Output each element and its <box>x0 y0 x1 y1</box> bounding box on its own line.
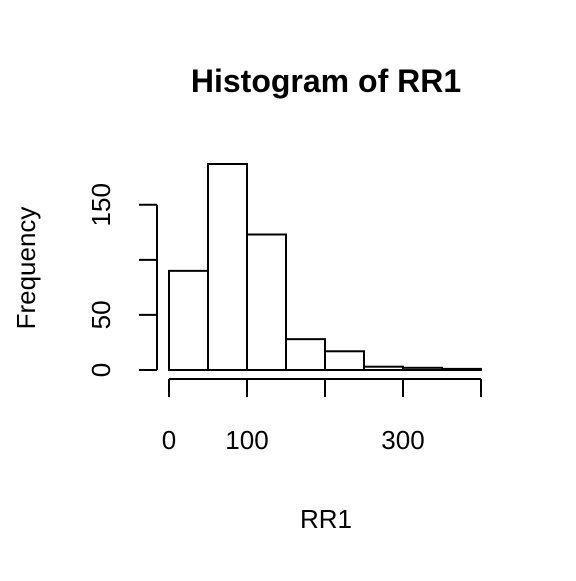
x-tick-label: 300 <box>381 425 424 455</box>
histogram-bar <box>208 164 247 370</box>
histogram-bar <box>325 351 364 370</box>
histogram-bar <box>247 235 286 370</box>
histogram-bar <box>286 339 325 370</box>
histogram-bar <box>403 368 442 370</box>
chart-title: Histogram of RR1 <box>191 63 461 99</box>
histogram-bar <box>364 367 403 370</box>
x-tick-label: 0 <box>162 425 176 455</box>
x-axis-label: RR1 <box>300 504 352 534</box>
y-tick-label: 50 <box>86 300 116 329</box>
histogram-bar <box>169 271 208 370</box>
x-tick-label: 100 <box>225 425 268 455</box>
y-tick-label: 0 <box>86 363 116 377</box>
y-tick-label: 150 <box>86 183 116 226</box>
histogram-bar <box>442 369 481 370</box>
y-axis-label: Frequency <box>11 207 41 330</box>
